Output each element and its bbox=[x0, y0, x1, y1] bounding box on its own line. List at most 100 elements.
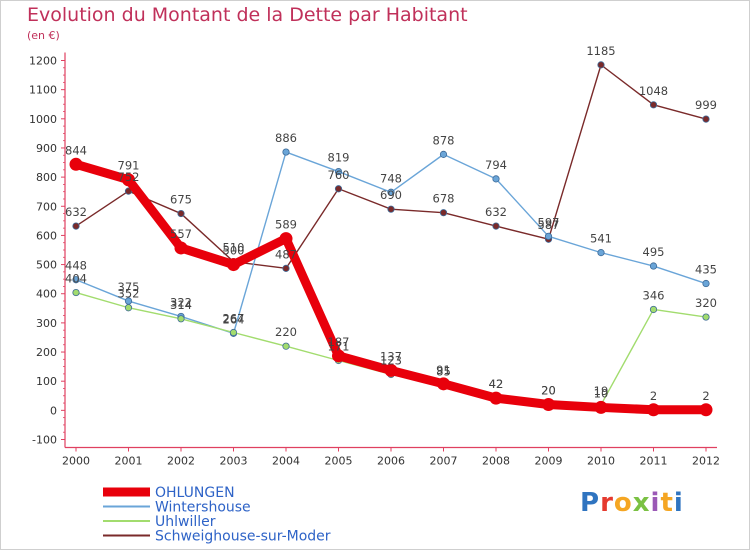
data-label: 42 bbox=[489, 377, 504, 391]
legend-label: Uhlwiller bbox=[155, 514, 216, 530]
y-tick-label: 0 bbox=[50, 404, 57, 417]
data-point bbox=[72, 276, 80, 284]
data-label: 267 bbox=[223, 312, 245, 326]
data-point bbox=[702, 313, 710, 321]
y-tick-label: 200 bbox=[36, 346, 57, 359]
chart-title: Evolution du Montant de la Dette par Hab… bbox=[27, 4, 468, 26]
data-label: 748 bbox=[380, 171, 402, 185]
data-label: 220 bbox=[275, 325, 297, 339]
data-label: 510 bbox=[223, 241, 245, 255]
y-tick-label: 300 bbox=[36, 317, 57, 330]
data-label: 264 bbox=[223, 312, 245, 326]
data-label: 760 bbox=[328, 168, 350, 182]
data-point bbox=[334, 185, 343, 193]
data-label: 791 bbox=[118, 159, 140, 173]
data-label: 352 bbox=[118, 287, 140, 301]
data-point bbox=[384, 363, 398, 377]
x-tick-label: 2005 bbox=[325, 455, 353, 468]
data-point bbox=[227, 258, 240, 272]
data-point bbox=[542, 398, 555, 412]
data-point bbox=[544, 232, 553, 240]
chart-unit-subtitle: (en €) bbox=[27, 29, 60, 42]
data-label: 85 bbox=[436, 365, 451, 379]
data-label: 587 bbox=[538, 218, 560, 232]
data-label: 42 bbox=[489, 377, 504, 391]
data-label: 10 bbox=[594, 386, 609, 400]
y-tick-label: 1100 bbox=[29, 84, 57, 97]
data-label: 632 bbox=[65, 205, 87, 219]
data-label: 2 bbox=[650, 389, 657, 403]
data-label: 2 bbox=[702, 389, 709, 403]
logo-letter: x bbox=[632, 488, 651, 518]
data-point bbox=[699, 403, 713, 417]
data-label: 435 bbox=[695, 263, 717, 277]
data-point bbox=[489, 391, 503, 405]
y-tick-label: 400 bbox=[36, 288, 57, 301]
y-tick-label: 900 bbox=[36, 142, 57, 155]
data-point bbox=[72, 222, 80, 230]
logo-letter: P bbox=[580, 488, 601, 518]
data-label: 123 bbox=[380, 353, 402, 367]
data-point bbox=[439, 150, 448, 158]
legend-label: Schweighouse-sur-Moder bbox=[155, 529, 331, 545]
data-label: 91 bbox=[436, 363, 451, 377]
y-tick-label: -100 bbox=[32, 434, 57, 447]
data-point bbox=[282, 264, 290, 272]
data-point bbox=[702, 279, 710, 288]
data-label: 678 bbox=[433, 192, 455, 206]
logo-letter: i bbox=[650, 488, 661, 518]
data-label: 448 bbox=[65, 259, 87, 273]
data-point bbox=[122, 173, 135, 187]
proxiti-logo: Proxiti bbox=[580, 488, 684, 518]
data-point bbox=[282, 342, 290, 350]
data-point bbox=[492, 222, 500, 230]
y-tick-label: 800 bbox=[36, 171, 57, 184]
data-point bbox=[282, 148, 290, 156]
data-label: 320 bbox=[695, 296, 717, 310]
data-label: 19 bbox=[594, 384, 609, 398]
data-label: 404 bbox=[65, 272, 87, 286]
data-label: 597 bbox=[538, 215, 560, 229]
data-label: 999 bbox=[695, 98, 717, 112]
x-tick-label: 2004 bbox=[272, 455, 300, 468]
x-tick-label: 2000 bbox=[62, 455, 90, 468]
data-label: 557 bbox=[170, 227, 192, 241]
x-tick-label: 2006 bbox=[377, 455, 405, 468]
x-tick-label: 2003 bbox=[220, 455, 248, 468]
data-label: 675 bbox=[170, 193, 192, 207]
data-label: 844 bbox=[65, 143, 87, 157]
y-tick-label: 1200 bbox=[29, 55, 57, 68]
x-tick-label: 2008 bbox=[482, 455, 510, 468]
logo-letter: r bbox=[600, 488, 614, 518]
x-tick-label: 2009 bbox=[535, 455, 563, 468]
x-tick-label: 2001 bbox=[115, 455, 143, 468]
data-point bbox=[69, 157, 83, 171]
data-point bbox=[439, 209, 448, 217]
data-label: 314 bbox=[170, 298, 192, 312]
x-tick-label: 2010 bbox=[587, 455, 615, 468]
y-tick-label: 1000 bbox=[29, 113, 57, 126]
logo-letter: o bbox=[613, 488, 633, 518]
legend-label: OHLUNGEN bbox=[155, 485, 235, 501]
x-tick-label: 2002 bbox=[167, 455, 195, 468]
data-point bbox=[279, 232, 293, 246]
data-label: 878 bbox=[433, 133, 455, 147]
x-tick-label: 2012 bbox=[692, 455, 720, 468]
y-tick-label: 600 bbox=[36, 229, 57, 242]
data-label: 589 bbox=[275, 218, 297, 232]
data-point bbox=[702, 115, 710, 123]
data-label: 819 bbox=[328, 151, 350, 165]
data-label: 187 bbox=[328, 335, 350, 349]
data-point bbox=[647, 403, 660, 417]
y-tick-label: 700 bbox=[36, 200, 57, 213]
data-point bbox=[387, 188, 395, 196]
logo-letter: i bbox=[673, 488, 684, 518]
x-tick-label: 2007 bbox=[430, 455, 458, 468]
data-point bbox=[334, 167, 343, 176]
data-label: 541 bbox=[590, 232, 612, 246]
data-point bbox=[492, 175, 500, 183]
data-label: 375 bbox=[118, 280, 140, 294]
data-point bbox=[174, 241, 188, 255]
data-label: 500 bbox=[223, 244, 245, 258]
